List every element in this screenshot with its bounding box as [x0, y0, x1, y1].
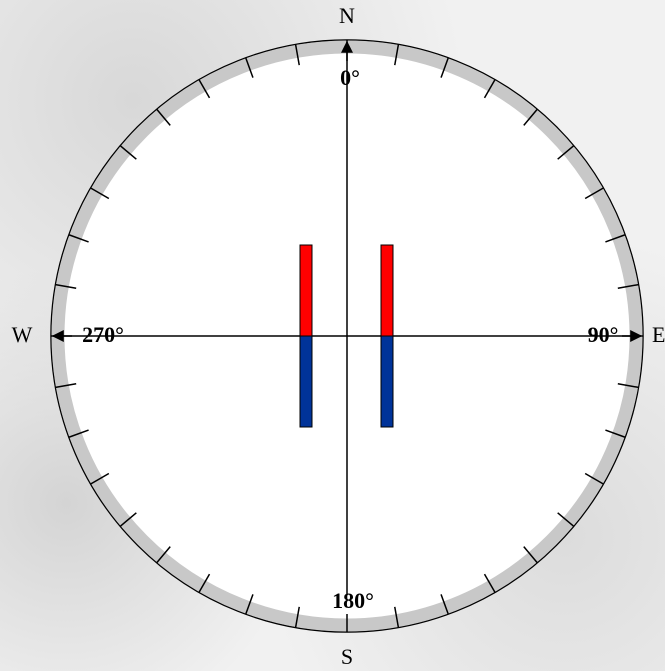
compass-view: N E S W 0° 90° 180° 270°: [0, 0, 665, 671]
direction-label: N: [339, 3, 355, 28]
degree-label: 90°: [588, 322, 619, 347]
direction-label: S: [341, 644, 353, 669]
magnet-south: [381, 336, 393, 427]
direction-label: W: [12, 322, 33, 347]
degree-label: 270°: [82, 322, 124, 347]
degree-label: 180°: [332, 588, 374, 613]
magnet-north: [300, 245, 312, 336]
direction-label: E: [652, 322, 665, 347]
degree-label: 0°: [340, 65, 360, 90]
magnet-north: [381, 245, 393, 336]
magnet-south: [300, 336, 312, 427]
